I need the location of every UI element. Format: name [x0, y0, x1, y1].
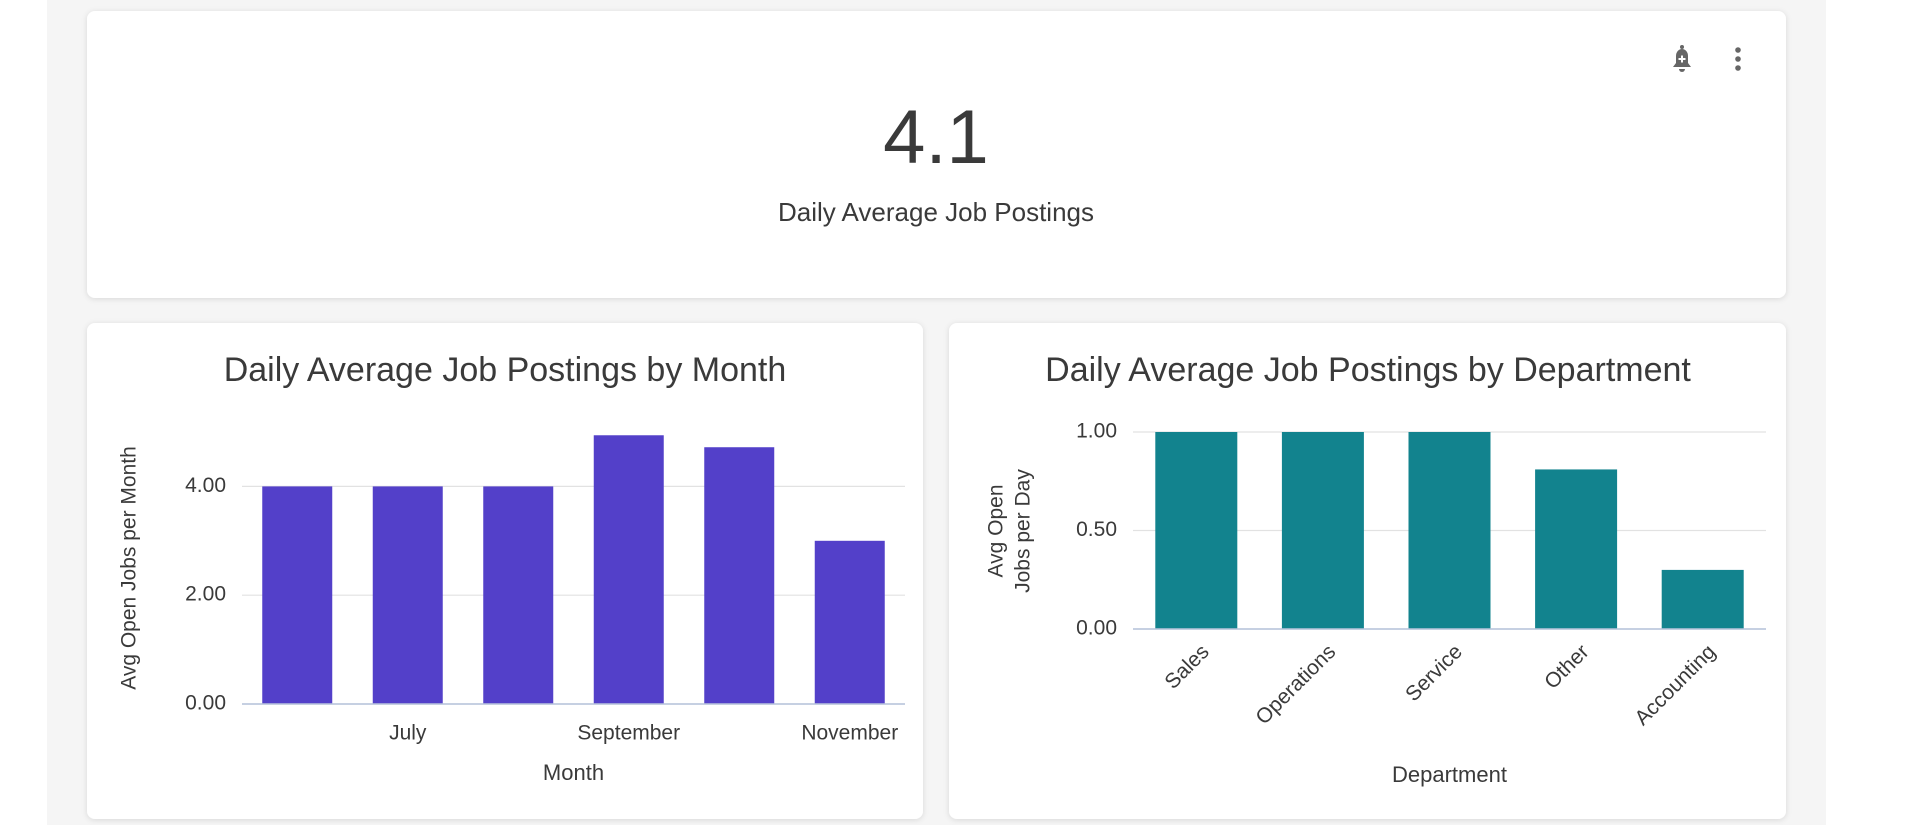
bar: [1535, 469, 1618, 629]
chart-title: Daily Average Job Postings by Month: [224, 351, 787, 389]
chart-card: [949, 323, 1786, 819]
y-tick-label: 0.00: [1076, 617, 1117, 640]
x-axis-title: Department: [1392, 762, 1507, 787]
chart-title: Daily Average Job Postings by Department: [1045, 351, 1691, 389]
bar: [704, 447, 775, 704]
bar: [483, 486, 554, 704]
bar: [372, 486, 443, 704]
y-tick-label: 2.00: [185, 583, 226, 606]
kpi-card: [87, 11, 1786, 298]
x-tick-label: July: [389, 722, 427, 745]
menu-icon[interactable]: [1735, 47, 1741, 71]
x-tick-label: September: [577, 722, 680, 745]
bar: [814, 540, 885, 704]
kpi-label: Daily Average Job Postings: [778, 197, 1094, 227]
bar: [1155, 432, 1238, 629]
bar: [262, 486, 333, 704]
y-tick-label: 0.50: [1076, 518, 1117, 541]
alert-icon[interactable]: [1673, 45, 1691, 72]
y-tick-label: 4.00: [185, 474, 226, 497]
bar: [1281, 432, 1364, 629]
bar: [1661, 569, 1744, 629]
kpi-value: 4.1: [883, 95, 989, 180]
y-tick-label: 0.00: [185, 692, 226, 715]
y-axis-title: Avg Open Jobs per Month: [117, 446, 141, 690]
y-axis-title: Avg Open Jobs per Day: [984, 468, 1035, 593]
bar: [593, 435, 664, 704]
x-tick-label: November: [801, 722, 898, 745]
x-axis-title: Month: [543, 760, 604, 785]
bar: [1408, 432, 1491, 629]
y-tick-label: 1.00: [1076, 420, 1117, 443]
